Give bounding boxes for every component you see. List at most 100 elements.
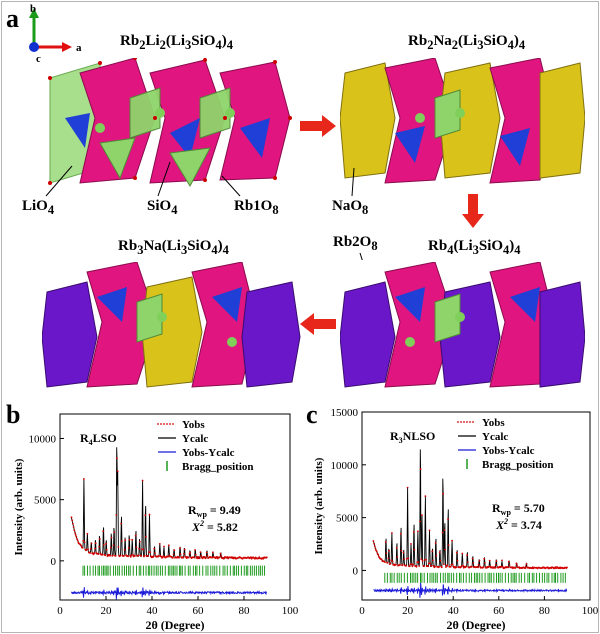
yobs-point [71, 519, 74, 522]
yobs-point [461, 552, 464, 555]
yobs-point [455, 566, 458, 569]
x-tick-label: 20 [402, 605, 414, 617]
yobs-point [411, 565, 414, 568]
yobs-point [83, 541, 86, 544]
yobs-point [443, 529, 446, 531]
yobs-point [142, 548, 145, 551]
sample-name: R3NLSO [390, 429, 435, 445]
series-yobs [372, 468, 568, 570]
yobs-point [178, 556, 181, 559]
yobs-point [138, 540, 141, 543]
yobs-point [501, 559, 503, 562]
yobs-point [172, 553, 175, 556]
yobs-point [427, 565, 429, 568]
y-axis-label: Intensity (arb. units) [13, 458, 25, 555]
yobs-point [83, 478, 85, 480]
yobs-point [410, 543, 412, 545]
yobs-point [92, 553, 95, 556]
yobs-point [189, 551, 192, 554]
yobs-point [137, 554, 140, 557]
rwp-value: Rwp = 5.70 [492, 501, 545, 517]
yobs-point [93, 551, 96, 554]
structure-image-rb4 [340, 262, 585, 388]
yobs-point [374, 547, 377, 550]
yobs-point [407, 557, 410, 560]
yobs-point [97, 553, 100, 555]
yobs-point [90, 542, 93, 545]
y-tick-label: 0 [353, 565, 359, 577]
yobs-point [566, 566, 568, 569]
yobs-point [85, 548, 88, 551]
yobs-point [203, 556, 206, 558]
structure-title-1: Rb2Li2(Li3SiO4)4 [120, 33, 233, 52]
yobs-point [130, 554, 133, 556]
sample-name: R4LSO [80, 431, 117, 447]
yobs-point [194, 553, 197, 556]
yobs-point [206, 554, 209, 557]
yobs-point [447, 518, 449, 520]
yobs-point [471, 557, 474, 560]
yobs-point [70, 516, 73, 519]
yobs-point [406, 557, 408, 560]
label-rb2o8: Rb2O8 [333, 234, 378, 253]
x-tick-label: 80 [539, 605, 551, 617]
yobs-point [427, 562, 430, 565]
yobs-point [103, 544, 105, 546]
yobs-point [477, 563, 480, 566]
structure-image-rb2na2 [340, 58, 585, 184]
yobs-point [98, 545, 100, 548]
legend-yobs-marker [466, 421, 468, 423]
yobs-point [484, 562, 486, 564]
yobs-point [134, 555, 136, 557]
yobs-point [193, 556, 196, 559]
legend-label: Yobs-Ycalc [182, 447, 235, 459]
yobs-point [127, 547, 130, 549]
y-tick-label: 0 [51, 556, 57, 568]
yobs-point [89, 552, 91, 554]
yobs-point [131, 538, 134, 541]
yobs-point [223, 557, 225, 560]
axis-b-label: b [30, 3, 36, 15]
yobs-point [226, 556, 229, 558]
yobs-point [431, 550, 434, 553]
x-tick-label: 0 [359, 605, 365, 617]
x-tick-label: 40 [448, 605, 460, 617]
yobs-point [446, 564, 449, 567]
yobs-point [501, 565, 504, 568]
yobs-point [81, 546, 84, 549]
legend-label: Ycalc [482, 431, 508, 443]
yobs-point [196, 556, 199, 558]
yobs-point [390, 559, 393, 562]
yobs-point [423, 559, 426, 561]
legend-yobs-marker [160, 423, 162, 425]
yobs-point [391, 560, 394, 563]
yobs-point [375, 550, 378, 553]
yobs-point [439, 559, 442, 562]
panel-label-a: a [6, 4, 19, 33]
xrd-chart-r4lso: 0 20 40 60 80 100 0 5000 10000 2θ (Degree) Intensi… [13, 413, 299, 632]
yobs-point [199, 551, 202, 553]
panel-label-b: b [6, 400, 21, 429]
yobs-point [158, 543, 161, 545]
yobs-point [123, 548, 126, 551]
legend-label: Yobs [482, 417, 505, 429]
x-tick-label: 60 [493, 605, 505, 617]
yobs-point [147, 551, 150, 554]
legend-yobs-marker [457, 421, 459, 423]
series-yobs-ycalc [71, 587, 267, 600]
yobs-point [373, 542, 375, 545]
yobs-point [389, 562, 392, 565]
yobs-point [415, 565, 418, 568]
yobs-point [86, 532, 89, 535]
yobs-point [399, 564, 401, 566]
yobs-point [413, 548, 416, 551]
yobs-point [495, 560, 498, 563]
yobs-point [183, 548, 186, 551]
yobs-point [478, 559, 481, 562]
yobs-point [94, 542, 97, 545]
yobs-point [74, 533, 77, 536]
legend-yobs-marker [166, 423, 168, 425]
yobs-point [416, 561, 419, 564]
yobs-point [420, 558, 423, 561]
yobs-point [219, 552, 222, 555]
